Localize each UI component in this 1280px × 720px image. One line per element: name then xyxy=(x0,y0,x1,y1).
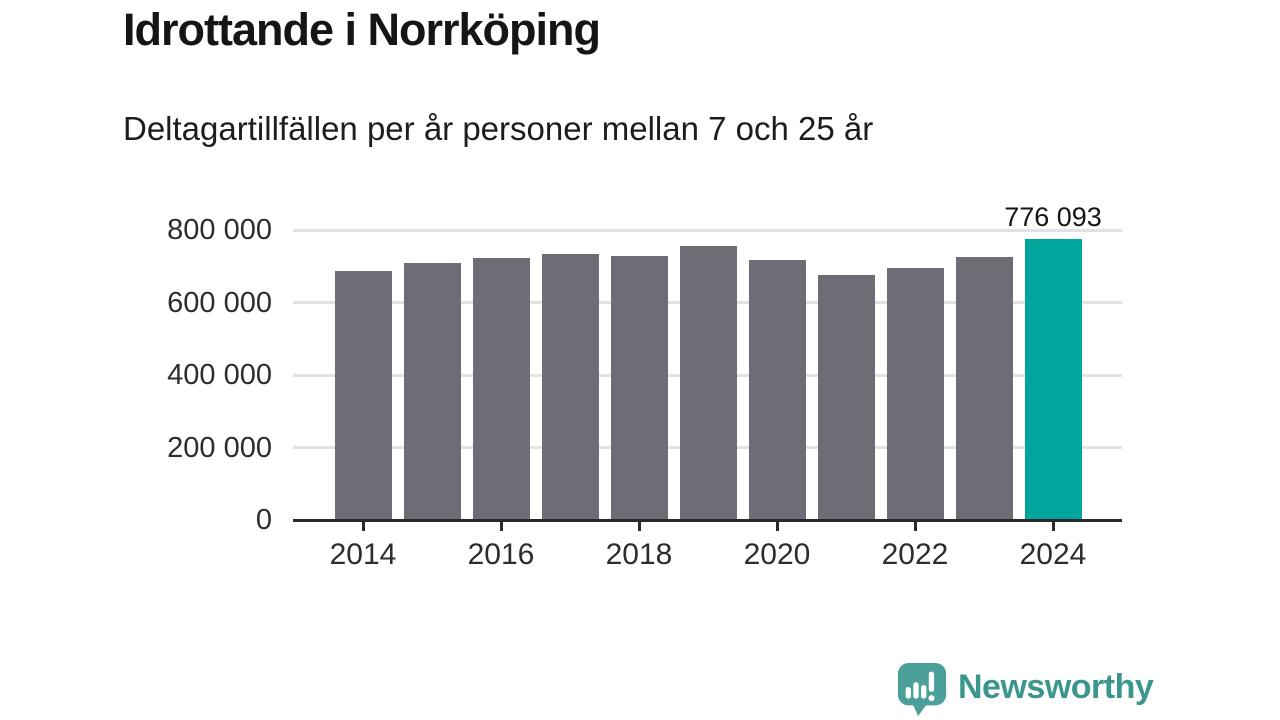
bar-value-label: 776 093 xyxy=(1004,202,1102,232)
bar-2019 xyxy=(679,246,737,520)
x-axis-label: 2018 xyxy=(605,538,673,571)
x-axis-label: 2022 xyxy=(881,538,949,571)
bar-2017 xyxy=(541,254,599,520)
chart-title: Idrottande i Norrköping xyxy=(123,4,601,55)
bar-2014 xyxy=(334,271,392,520)
x-axis-label: 2014 xyxy=(329,538,397,571)
logo-speech-bubble-tail xyxy=(911,701,929,716)
y-axis-label: 400 000 xyxy=(167,359,272,391)
y-axis-label: 600 000 xyxy=(167,286,272,319)
y-axis-label: 200 000 xyxy=(167,431,272,464)
y-axis-label: 0 xyxy=(255,504,272,536)
logo-barchart-exclamation-icon xyxy=(905,671,935,702)
y-axis-label: 800 000 xyxy=(167,214,272,246)
newsworthy-logo-icon xyxy=(897,662,947,716)
gridline-800000 xyxy=(293,228,1122,232)
x-axis-label: 2024 xyxy=(1019,538,1087,571)
bar-2015 xyxy=(403,263,461,520)
x-axis-tick xyxy=(775,522,779,531)
x-axis-label: 2016 xyxy=(467,538,535,571)
newsworthy-wordmark: Newsworthy xyxy=(958,668,1154,706)
chart-subtitle: Deltagartillfällen per år personer mella… xyxy=(123,110,874,147)
x-axis-label: 2020 xyxy=(743,538,811,571)
bar-2020 xyxy=(748,260,806,520)
bar-2023 xyxy=(955,257,1013,520)
bar-2024 xyxy=(1024,239,1082,520)
brand-footer: Newsworthy xyxy=(896,660,1154,720)
bar-2016 xyxy=(472,258,530,520)
bar-2022 xyxy=(886,268,944,520)
x-axis-tick xyxy=(499,522,503,531)
bar-2018 xyxy=(610,256,668,520)
x-axis-tick xyxy=(637,522,641,531)
x-axis-tick xyxy=(1051,522,1055,531)
bar-2021 xyxy=(817,275,875,520)
x-axis xyxy=(293,519,1122,522)
x-axis-tick xyxy=(361,522,365,531)
logo-speech-bubble xyxy=(897,662,947,706)
x-axis-tick xyxy=(913,522,917,531)
